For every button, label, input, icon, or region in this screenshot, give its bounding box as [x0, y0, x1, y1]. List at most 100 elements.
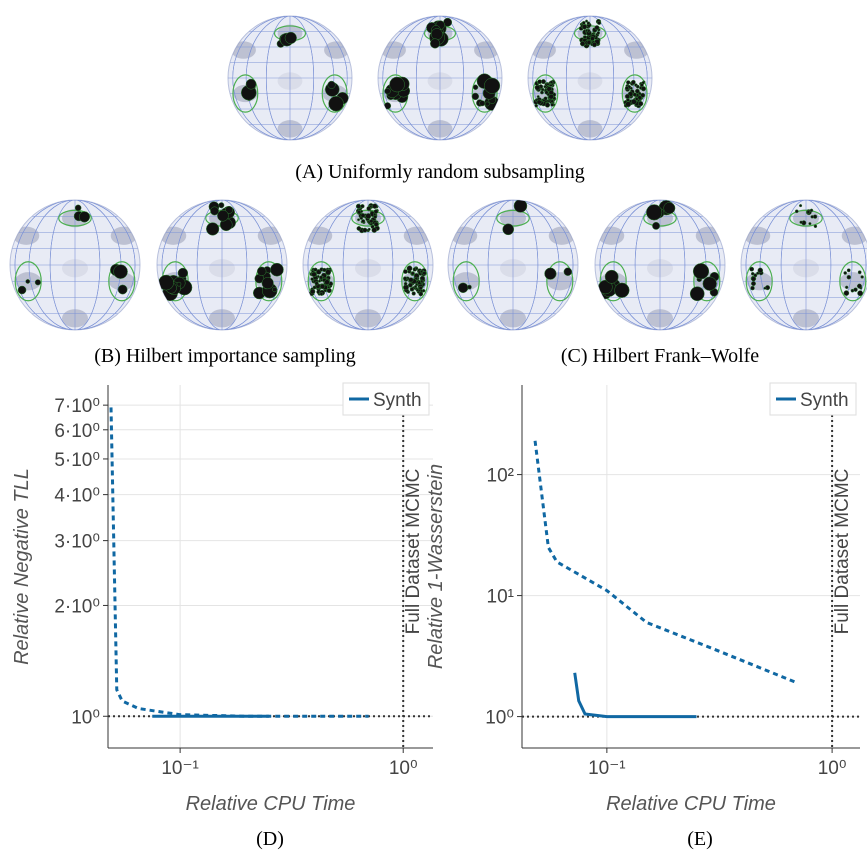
coreset-point: [357, 218, 360, 222]
coreset-point: [117, 284, 128, 295]
y-axis-label: Relative 1-Wasserstein: [425, 464, 447, 669]
cluster-outline: [321, 74, 348, 113]
sphere: [227, 15, 353, 141]
coreset-point: [756, 271, 760, 275]
legend-box: [769, 382, 857, 416]
coreset-point: [549, 80, 554, 84]
coreset-point: [635, 84, 640, 89]
cluster-outline: [839, 261, 867, 302]
coreset-point: [365, 213, 372, 219]
coreset-point: [361, 219, 366, 224]
coreset-point: [563, 267, 573, 276]
coreset-point: [604, 269, 619, 284]
coreset-point: [414, 276, 419, 281]
coreset-point: [403, 276, 408, 281]
y-tick-label: 7·10⁰: [54, 396, 100, 417]
density-blob: [231, 41, 256, 59]
caption-e: (E): [687, 828, 713, 850]
coreset-point: [403, 281, 408, 286]
sphere: [156, 199, 288, 331]
coreset-point: [749, 266, 755, 272]
y-tick-label: 10¹: [487, 587, 514, 608]
coreset-point: [257, 266, 267, 276]
coreset-point: [410, 271, 415, 276]
coreset-point: [614, 282, 630, 298]
y-tick-label: 3·10⁰: [54, 532, 100, 553]
coreset-point: [406, 265, 413, 272]
coreset-point: [548, 93, 554, 100]
coreset-point: [389, 76, 405, 93]
coreset-point: [210, 206, 219, 216]
coreset-point: [624, 86, 630, 91]
coreset-point: [799, 220, 803, 224]
caption-a: (A) Uniformly random subsampling: [295, 161, 584, 183]
coreset-point: [809, 208, 814, 213]
x-axis-label: Relative CPU Time: [186, 793, 356, 815]
sphere-inner: [303, 200, 433, 330]
coreset-point: [324, 279, 330, 286]
density-blob: [793, 209, 819, 228]
coreset-point: [177, 267, 189, 279]
density-blob: [598, 226, 625, 245]
coreset-point: [206, 222, 220, 236]
cluster-outline: [307, 261, 335, 302]
coreset-point: [113, 264, 128, 279]
coreset-point: [270, 262, 284, 277]
coreset-point: [813, 224, 818, 229]
coreset-point: [763, 286, 767, 290]
density-blob: [647, 259, 673, 278]
coreset-point: [328, 96, 344, 112]
sphere-inner: [378, 16, 502, 140]
coreset-point: [366, 206, 372, 211]
legend-label: Synth: [800, 390, 849, 411]
chart: 10⁻¹ 10⁰ 10⁰ 10¹ 10² Full Dataset MCMC Synth Re…: [425, 382, 860, 815]
y-tick-label: 10⁰: [485, 708, 514, 729]
coreset-point: [421, 289, 426, 293]
coreset-point: [587, 29, 591, 33]
coreset-point: [544, 90, 549, 95]
coreset-point: [546, 82, 550, 86]
coreset-point: [550, 99, 554, 104]
coreset-point: [626, 80, 631, 85]
coreset-point: [750, 271, 755, 276]
cluster-outline: [401, 261, 429, 302]
coreset-point: [457, 282, 469, 293]
series-line: [533, 440, 798, 685]
coreset-point: [581, 24, 588, 30]
density-blob: [427, 72, 453, 90]
coreset-point: [408, 277, 414, 283]
y-axis-label: Relative Negative TLL: [11, 468, 33, 665]
coreset-point: [624, 93, 631, 99]
coreset-point: [806, 210, 811, 214]
coreset-point: [536, 99, 542, 105]
coreset-point: [586, 40, 592, 45]
coreset-point: [843, 290, 850, 296]
cluster-outline: [745, 261, 773, 302]
caption-d: (D): [256, 828, 284, 850]
coreset-point: [422, 271, 427, 276]
coreset-point: [808, 222, 812, 226]
density-blob: [841, 226, 867, 245]
coreset-point: [362, 227, 368, 233]
sphere-inner: [448, 200, 578, 330]
series-line: [109, 407, 369, 718]
density-blob: [257, 226, 284, 245]
coreset-point: [585, 19, 589, 23]
cluster-outline: [452, 261, 480, 302]
coreset-point: [751, 281, 756, 287]
sphere: [740, 199, 867, 331]
coreset-point: [846, 274, 852, 280]
coreset-point: [689, 286, 705, 302]
y-tick-label: 5·10⁰: [54, 450, 100, 471]
density-blob: [403, 226, 430, 245]
coreset-point: [543, 96, 548, 101]
coreset-point: [625, 101, 632, 108]
coreset-point: [534, 84, 541, 91]
coreset-point: [757, 267, 764, 274]
density-blob: [277, 72, 303, 90]
coreset-point: [846, 268, 851, 273]
coreset-point: [549, 83, 553, 87]
coreset-point: [845, 285, 849, 289]
coreset-point: [631, 98, 637, 105]
